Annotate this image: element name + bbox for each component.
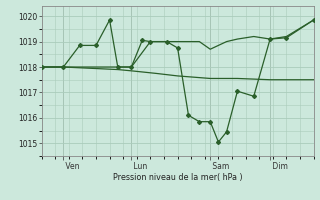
X-axis label: Pression niveau de la mer( hPa ): Pression niveau de la mer( hPa ) <box>113 173 243 182</box>
